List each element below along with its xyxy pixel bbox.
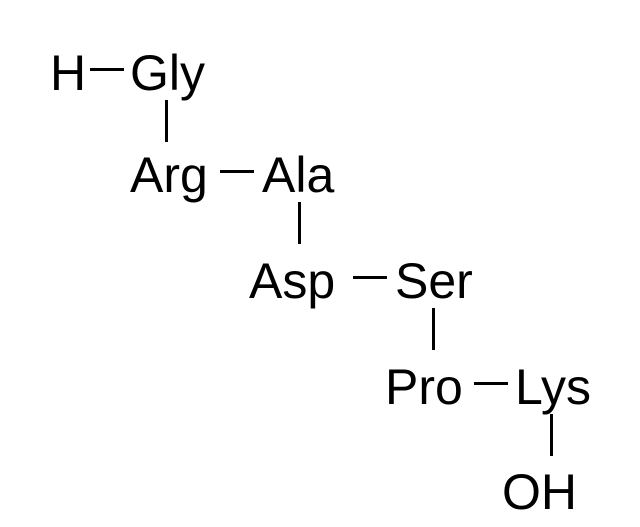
residue-asp: Asp [249,256,335,306]
peptide-sequence-diagram: { "diagram": { "type": "peptide-sequence… [0,0,640,527]
bond-lys-oh [550,414,553,456]
residue-gly: Gly [130,48,205,98]
residue-ala: Ala [262,150,334,200]
bond-arg-ala [220,170,254,173]
residue-oh: OH [502,467,577,517]
residue-pro: Pro [385,362,463,412]
bond-h-gly [90,68,124,71]
residue-arg: Arg [130,150,208,200]
bond-ala-asp [298,202,301,244]
bond-asp-ser [353,276,387,279]
residue-h: H [50,48,86,98]
bond-gly-arg [165,100,168,142]
residue-lys: Lys [515,362,591,412]
residue-ser: Ser [395,256,473,306]
bond-ser-pro [432,308,435,350]
bond-pro-lys [474,382,508,385]
